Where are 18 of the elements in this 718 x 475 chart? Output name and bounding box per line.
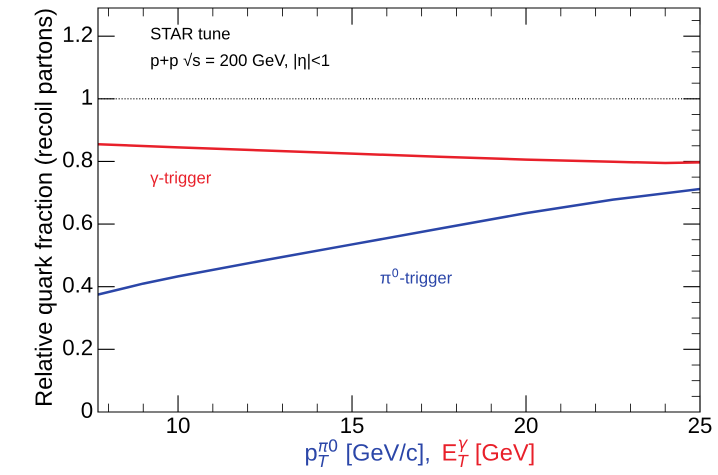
text: E$^{γ}$$_{T}$ [GeV] bbox=[444, 440, 534, 467]
annotation: p+p √s = 200 GeV, |η|<1 bbox=[151, 52, 330, 70]
y-tick-label: 1 bbox=[82, 89, 92, 105]
y-tick-label: 0.8 bbox=[63, 152, 92, 168]
y-tick-label: 1.2 bbox=[64, 26, 92, 42]
x-tick-label: 15 bbox=[341, 418, 364, 434]
x-tick-label: 10 bbox=[167, 417, 190, 434]
y-tick-label: 0.2 bbox=[63, 340, 92, 356]
y-tick-label: 0.6 bbox=[63, 214, 92, 230]
x-tick-label: 20 bbox=[514, 417, 538, 434]
x-axis-title: p$^{π0}$$_{T}$ [GeV/c], bbox=[306, 439, 429, 468]
y-axis-title: Relative quark fraction (recoil partons) bbox=[34, 9, 57, 405]
series-label: π$^{0}$-trigger bbox=[380, 268, 452, 287]
annotation: STAR tune bbox=[150, 28, 230, 40]
y-tick-label: 0.4 bbox=[63, 276, 92, 293]
y-tick-label: 0 bbox=[82, 402, 92, 418]
series-label: γ-trigger bbox=[150, 171, 212, 187]
x-tick-label: 25 bbox=[688, 417, 712, 434]
